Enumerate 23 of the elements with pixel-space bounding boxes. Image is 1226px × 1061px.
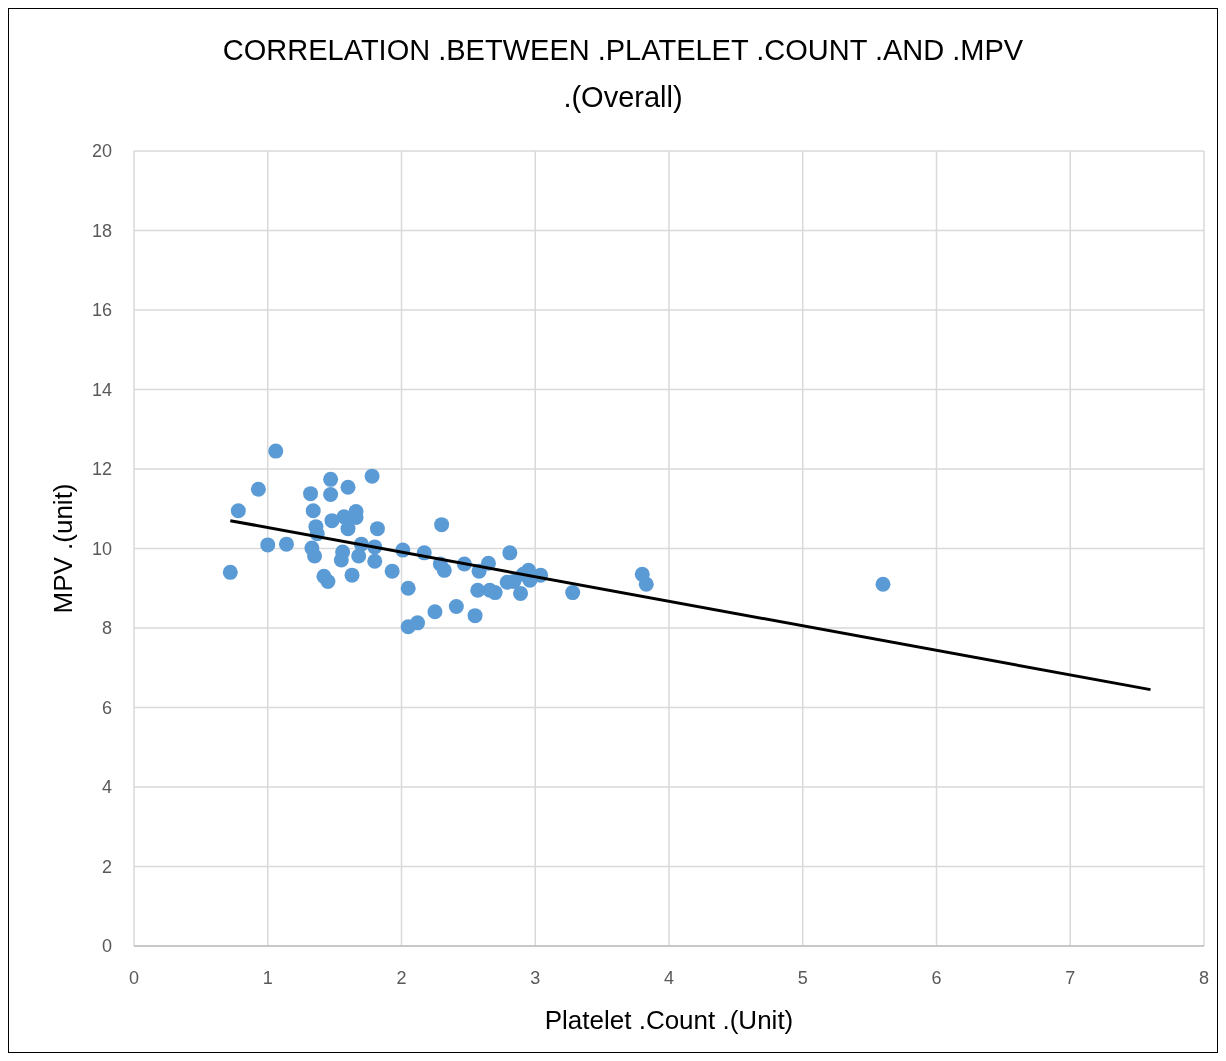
y-tick-label: 16: [91, 300, 112, 320]
x-tick-label: 3: [530, 968, 541, 988]
y-tick-label: 18: [91, 220, 112, 241]
y-tick-label: 0: [101, 936, 112, 956]
y-axis-title: MPV .(unit): [48, 483, 78, 614]
x-tick-label: 8: [1198, 968, 1210, 988]
y-tick-label: 20: [91, 141, 112, 161]
y-tick-label: 4: [101, 777, 112, 797]
x-tick-label: 2: [396, 968, 407, 988]
x-axis-title: Platelet .Count .(Unit): [544, 1005, 794, 1035]
chart-title: CORRELATION .BETWEEN .PLATELET .COUNT .AND .MPV .(Overall): [222, 34, 1024, 113]
y-tick-label: 6: [101, 697, 112, 718]
y-tick-label: 8: [101, 618, 112, 638]
x-tick-label: 5: [797, 968, 808, 988]
x-tick-label: 6: [931, 968, 942, 988]
x-tick-label: 0: [128, 968, 140, 988]
y-tick-label: 14: [91, 379, 112, 400]
y-tick-label: 12: [91, 459, 112, 479]
x-tick-label: 7: [1065, 968, 1076, 988]
x-tick-label: 1: [262, 968, 273, 988]
x-tick-label: 4: [663, 968, 675, 988]
y-tick-label: 10: [91, 538, 112, 559]
y-tick-label: 2: [101, 856, 112, 877]
